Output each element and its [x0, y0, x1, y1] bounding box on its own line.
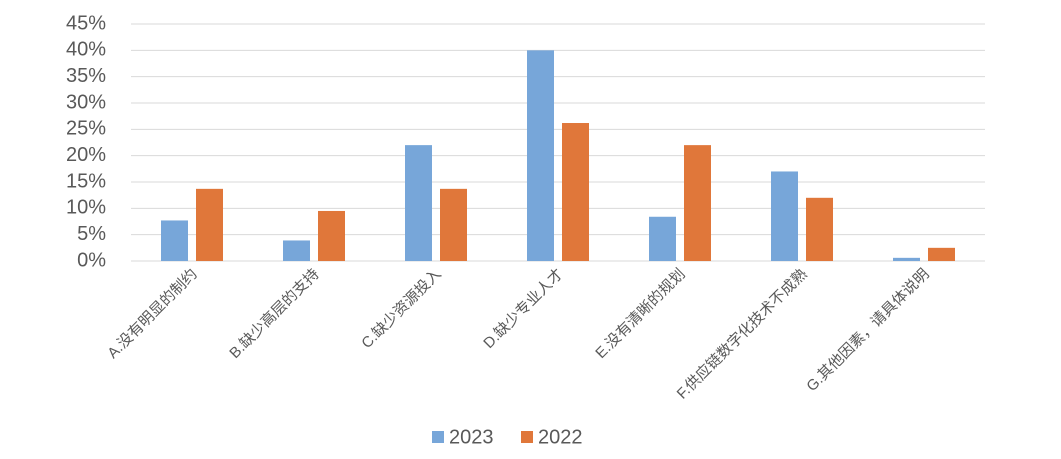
y-tick-label: 45%: [66, 12, 106, 34]
bar: [806, 197, 833, 261]
bar: [196, 188, 223, 261]
x-tick-label: E.没有清晰的规划: [592, 266, 688, 362]
bar: [318, 210, 345, 261]
legend-swatch: [521, 431, 533, 443]
bar: [684, 145, 711, 261]
y-tick-label: 15%: [66, 170, 106, 192]
x-tick-label: G.其他因素，请具体说明: [803, 266, 932, 395]
bar: [283, 240, 310, 261]
bar: [161, 220, 188, 261]
legend-label: 2023: [449, 426, 494, 448]
y-tick-label: 40%: [66, 39, 106, 61]
y-tick-label: 20%: [66, 144, 106, 166]
bar: [771, 171, 798, 261]
y-tick-label: 5%: [77, 223, 106, 245]
x-tick-label: B.缺少高层的支持: [226, 266, 322, 362]
y-tick-label: 30%: [66, 91, 106, 113]
legend-swatch: [432, 431, 444, 443]
y-tick-label: 10%: [66, 197, 106, 219]
y-tick-label: 25%: [66, 118, 106, 140]
bar: [527, 50, 554, 262]
legend-label: 2022: [538, 426, 583, 448]
bar: [405, 145, 432, 261]
x-tick-label: C.缺少资源投入: [358, 266, 444, 352]
bar: [562, 123, 589, 261]
bar: [928, 247, 955, 261]
x-tick-label: D.缺少专业人才: [480, 266, 566, 352]
y-tick-label: 0%: [77, 249, 106, 271]
bar: [893, 257, 920, 261]
bar: [649, 216, 676, 261]
x-tick-label: A.没有明显的制约: [104, 266, 200, 362]
x-tick-label: F.供应链数字化技术不成熟: [673, 265, 811, 403]
y-tick-label: 35%: [66, 65, 106, 87]
bar: [440, 188, 467, 261]
